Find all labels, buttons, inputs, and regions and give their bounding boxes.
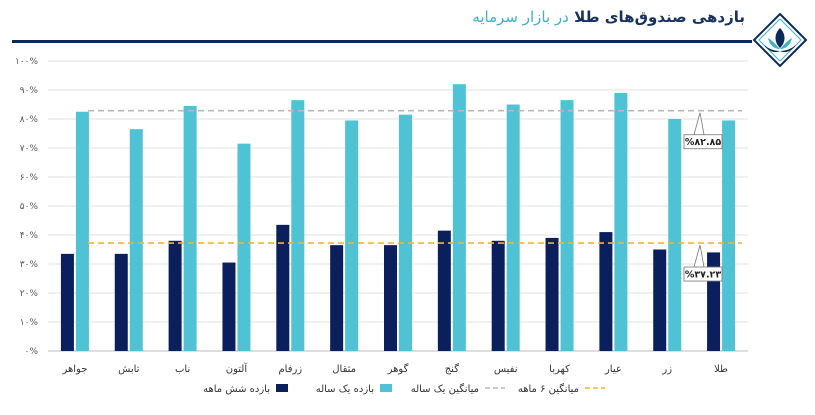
page-title: بازدهی صندوق‌های طلا در بازار سرمایه (472, 8, 745, 26)
avg-one-year-callout-pointer (693, 112, 705, 135)
bar-six-month (491, 240, 505, 351)
bar-six-month (653, 249, 667, 351)
bar-one-year (560, 100, 574, 352)
bar-one-year (506, 104, 520, 351)
bar-one-year (75, 111, 89, 351)
header-divider (12, 40, 752, 43)
bar-one-year (129, 129, 143, 351)
bar-six-month (545, 237, 559, 351)
x-tick-label: ناب (175, 364, 190, 375)
bar-six-month (60, 253, 74, 351)
y-axis-ticks: ۰% ۱۰% ۲۰% ۳۰% ۴۰% ۵۰% ۶۰% ۷۰% ۸۰% ۹۰% ۱۰۰% (15, 57, 39, 357)
y-tick-label: ۰% (25, 347, 39, 357)
bar-one-year (668, 119, 682, 351)
lotus-diamond-logo-icon (752, 12, 808, 68)
bar-six-month (114, 253, 128, 351)
x-axis-ticks: طلا زر عیار کهربا نفیس گنج گوهر مثقال زرفام آلتون… (61, 362, 728, 375)
bar-one-year (614, 92, 628, 352)
bar-one-year (399, 114, 412, 352)
x-tick-label: گوهر (387, 363, 409, 375)
y-tick-label: ۱۰% (20, 318, 39, 328)
x-tick-label: مثقال (332, 364, 356, 375)
bar-six-month (330, 245, 344, 351)
bar-six-month (276, 224, 290, 351)
x-tick-label: تابش (118, 364, 140, 375)
bar-one-year (722, 120, 736, 351)
y-tick-label: ۵۰% (20, 202, 39, 212)
x-tick-label: نفیس (494, 364, 518, 375)
avg-six-month-callout-box (683, 266, 723, 282)
bar-six-month (437, 230, 451, 351)
header: بازدهی صندوق‌های طلا در بازار سرمایه (0, 0, 815, 40)
y-tick-label: ۸۰% (20, 115, 39, 125)
x-tick-label: زرفام (278, 364, 302, 375)
title-main: بازدهی صندوق‌های طلا (574, 8, 745, 26)
bar-six-month (168, 240, 182, 351)
x-tick-label: گنج (445, 363, 459, 375)
avg-six-month-callout-pointer (693, 244, 705, 268)
legend-six-month-label: بازده شش ماهه (203, 384, 270, 395)
bar-one-year (452, 84, 466, 351)
y-tick-label: ۷۰% (20, 144, 39, 154)
bar-one-year (345, 120, 359, 351)
bar-one-year (183, 105, 197, 351)
y-tick-label: ۱۰۰% (15, 57, 39, 67)
legend: بازده شش ماهه بازده یک ساله میانگین یک سال… (203, 383, 605, 395)
bars (60, 84, 736, 352)
legend-avg-six-month-label: میانگین ۶ ماهه (518, 383, 579, 395)
avg-one-year-callout-box (683, 134, 723, 150)
legend-six-month-swatch (276, 384, 288, 392)
legend-one-year-swatch (380, 384, 392, 392)
gridlines (48, 60, 748, 352)
x-tick-label: عیار (604, 364, 622, 375)
y-tick-label: ۶۰% (20, 173, 39, 183)
legend-avg-one-year-label: میانگین یک ساله (411, 383, 479, 395)
y-tick-label: ۹۰% (20, 86, 39, 96)
bar-one-year (291, 100, 305, 352)
y-tick-label: ۲۰% (20, 289, 39, 299)
avg-six-month-label: %۳۷.۲۳ (685, 270, 722, 281)
bar-six-month (222, 262, 236, 351)
bar-six-month (384, 245, 397, 351)
x-tick-label: آلتون (226, 362, 249, 375)
x-tick-label: طلا (714, 364, 728, 375)
bar-one-year (237, 143, 251, 351)
x-tick-label: کهربا (549, 364, 570, 375)
x-tick-label: جواهر (61, 364, 87, 375)
legend-one-year-label: بازده یک ساله (316, 384, 374, 395)
y-tick-label: ۳۰% (20, 260, 39, 270)
reference-lines: %۸۲.۸۵ %۳۷.۲۳ (88, 109, 742, 282)
avg-one-year-label: %۸۲.۸۵ (685, 137, 722, 148)
title-accent: در بازار سرمایه (472, 8, 569, 26)
bar-six-month (599, 232, 613, 351)
x-tick-label: زر (661, 364, 672, 375)
y-tick-label: ۴۰% (20, 231, 39, 241)
